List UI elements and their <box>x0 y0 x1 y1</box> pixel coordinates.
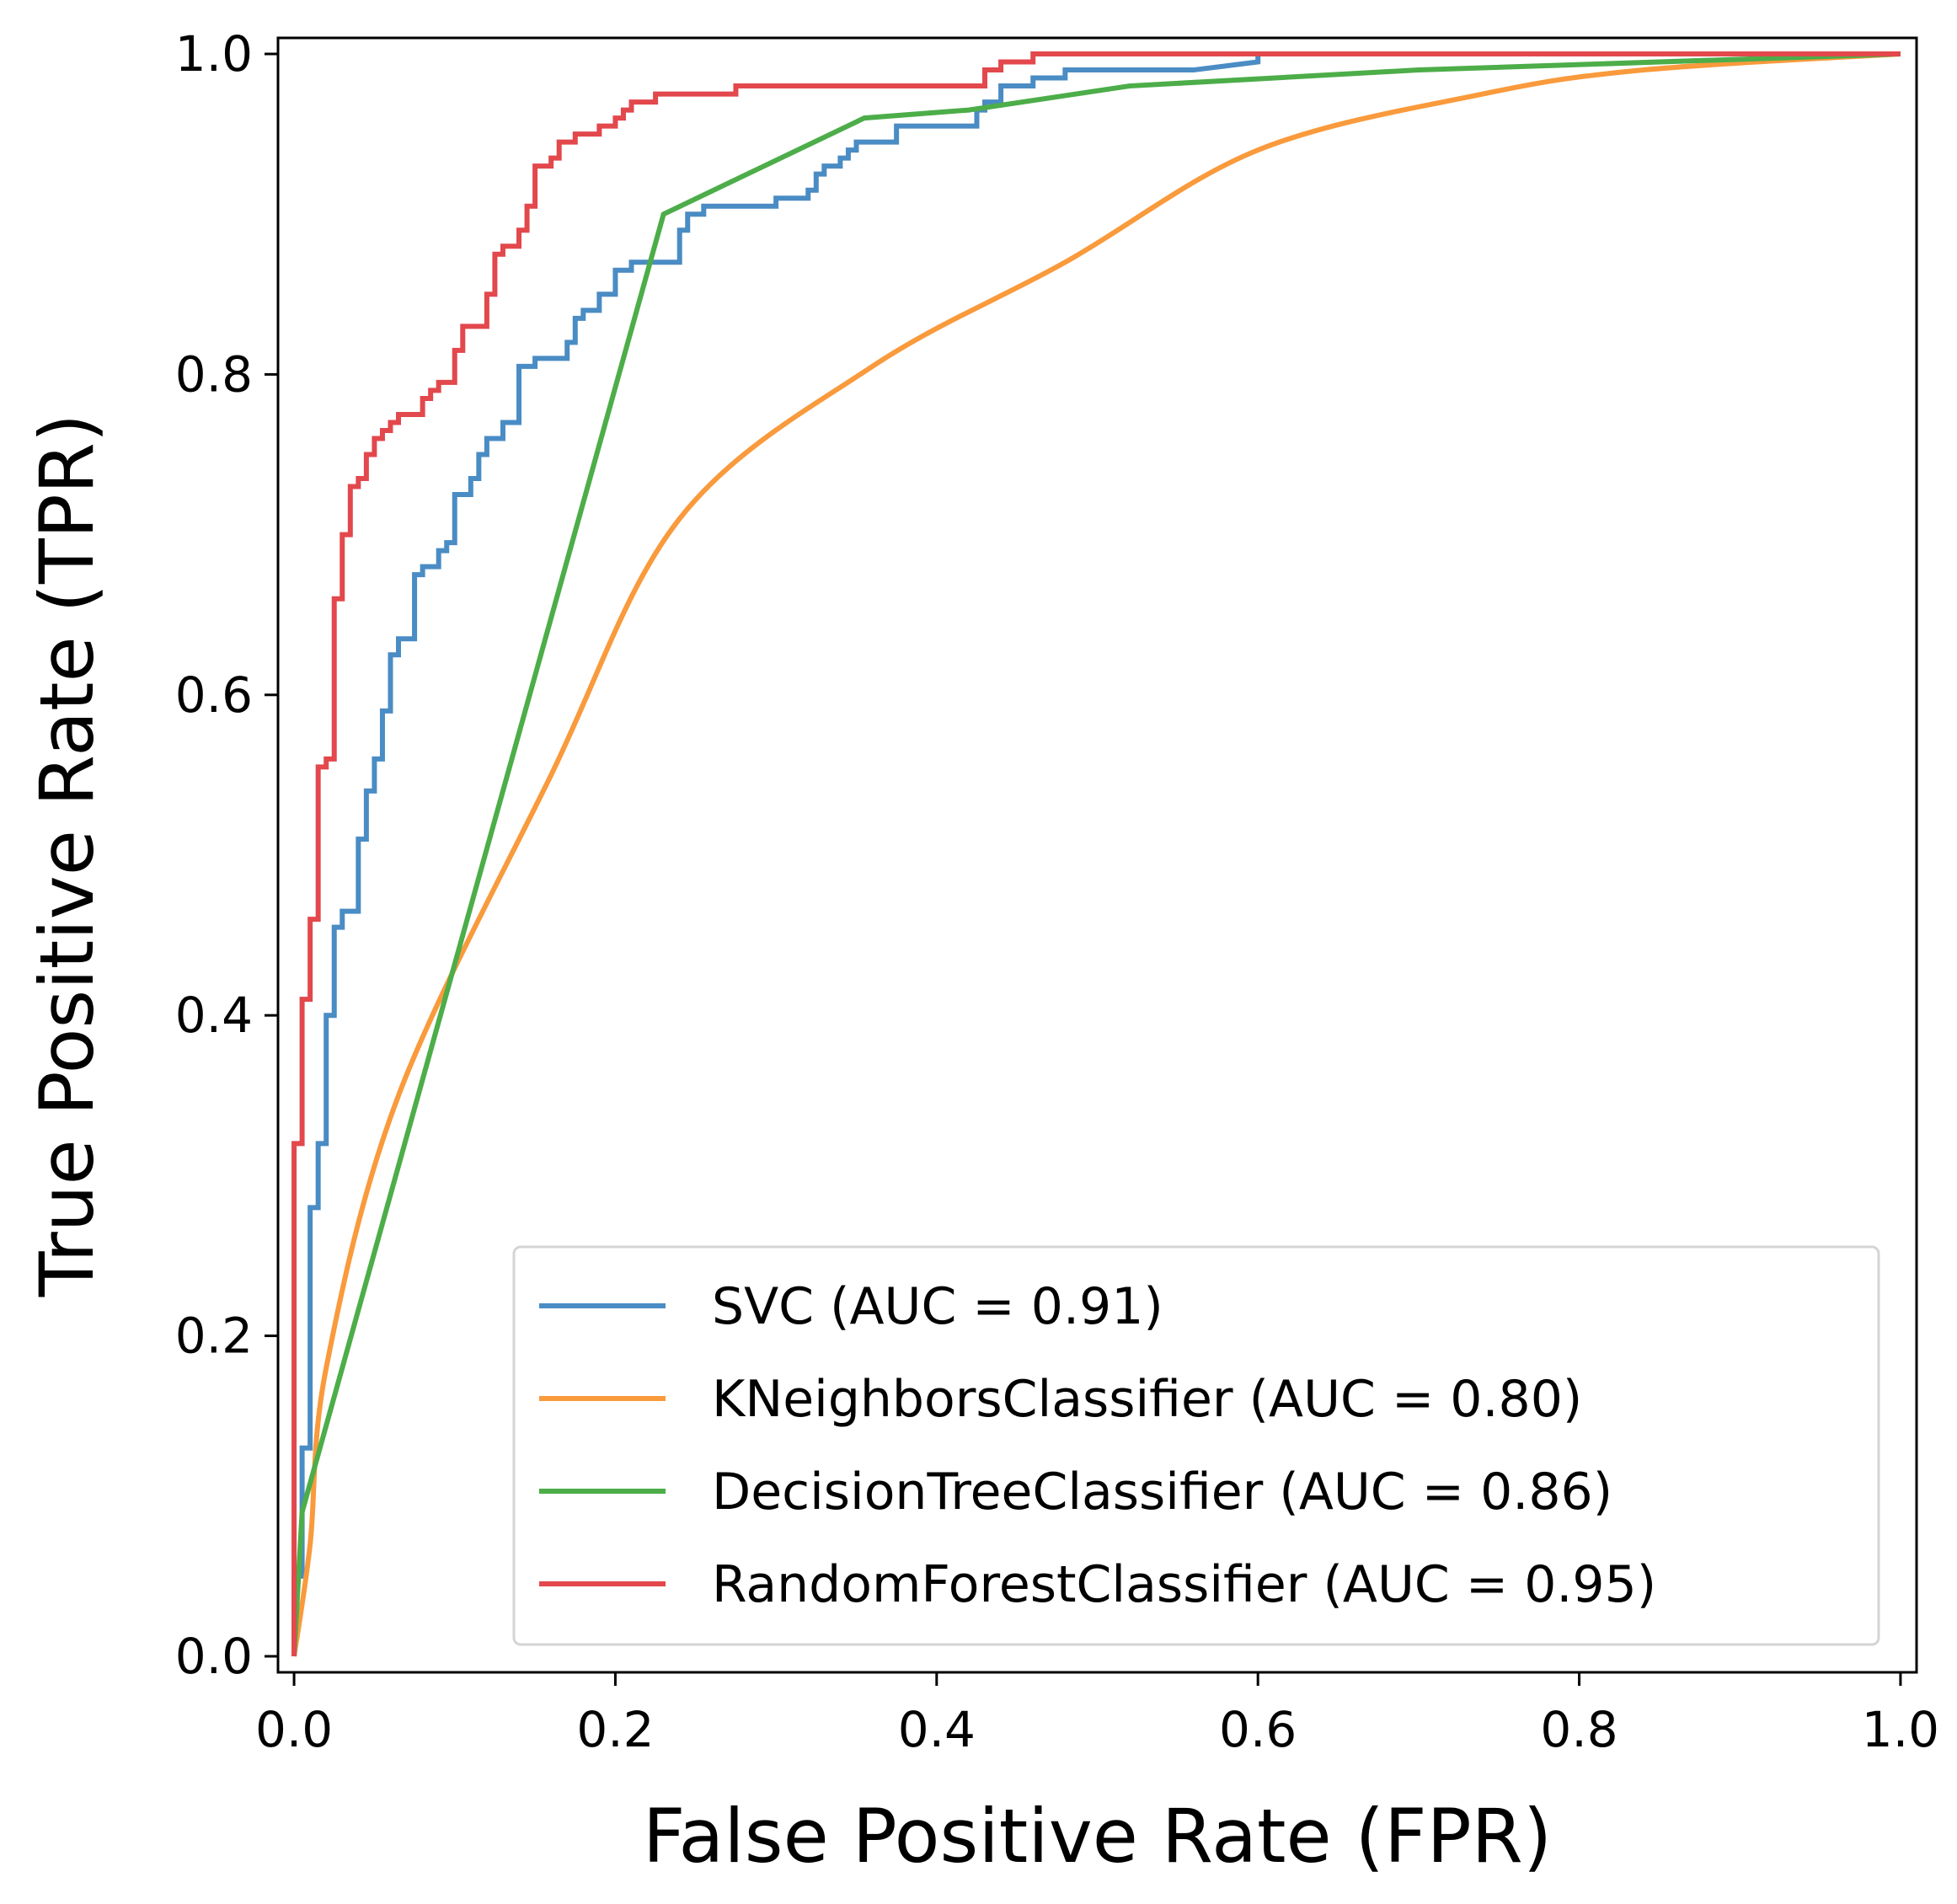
legend-box <box>512 1245 1880 1646</box>
y-tick-label: 0.4 <box>175 987 253 1044</box>
legend-label: RandomForestClassifier (AUC = 0.95) <box>712 1555 1656 1614</box>
series-line-random-forest-classifier <box>291 51 1901 1656</box>
legend-entry: RandomForestClassifier (AUC = 0.95) <box>539 1555 1656 1614</box>
plot-frame <box>276 36 1918 1674</box>
x-tick-label: 1.0 <box>1862 1701 1939 1758</box>
y-tick-label: 0.2 <box>175 1308 253 1365</box>
legend-entry: DecisionTreeClassifier (AUC = 0.86) <box>539 1463 1612 1522</box>
series-line-decision-tree-classifier <box>291 51 1901 1657</box>
x-tick-label: 0.8 <box>1540 1701 1617 1758</box>
series-line-kneighbors-classifier <box>291 51 1901 1657</box>
legend-label: SVC (AUC = 0.91) <box>712 1277 1163 1336</box>
series-layer <box>291 51 1901 1657</box>
y-axis-title: True Positive Rate (TPR) <box>24 414 110 1297</box>
legend-entry: KNeighborsClassifier (AUC = 0.80) <box>539 1370 1582 1429</box>
y-tick-label: 0.6 <box>175 666 253 724</box>
x-tick-label: 0.4 <box>898 1701 976 1758</box>
legend-entry: SVC (AUC = 0.91) <box>539 1277 1163 1336</box>
legend: SVC (AUC = 0.91) KNeighborsClassifier (AU… <box>512 1245 1880 1646</box>
x-axis-title: False Positive Rate (FPR) <box>643 1793 1552 1880</box>
x-axis-ticks: 0.0 0.2 0.4 0.6 0.8 1.0 <box>255 1672 1939 1758</box>
y-tick-label: 1.0 <box>175 25 253 83</box>
legend-label: DecisionTreeClassifier (AUC = 0.86) <box>712 1463 1612 1522</box>
x-tick-label: 0.6 <box>1219 1701 1297 1758</box>
legend-label: KNeighborsClassifier (AUC = 0.80) <box>712 1370 1582 1429</box>
y-tick-label: 0.0 <box>175 1628 253 1685</box>
y-axis-ticks: 0.0 0.2 0.4 0.6 0.8 1.0 <box>175 25 278 1685</box>
legend-items: SVC (AUC = 0.91) KNeighborsClassifier (AU… <box>539 1277 1656 1614</box>
x-tick-label: 0.0 <box>255 1701 333 1758</box>
series-line-svc <box>291 51 1901 1656</box>
y-tick-label: 0.8 <box>175 345 253 403</box>
x-tick-label: 0.2 <box>576 1701 654 1758</box>
